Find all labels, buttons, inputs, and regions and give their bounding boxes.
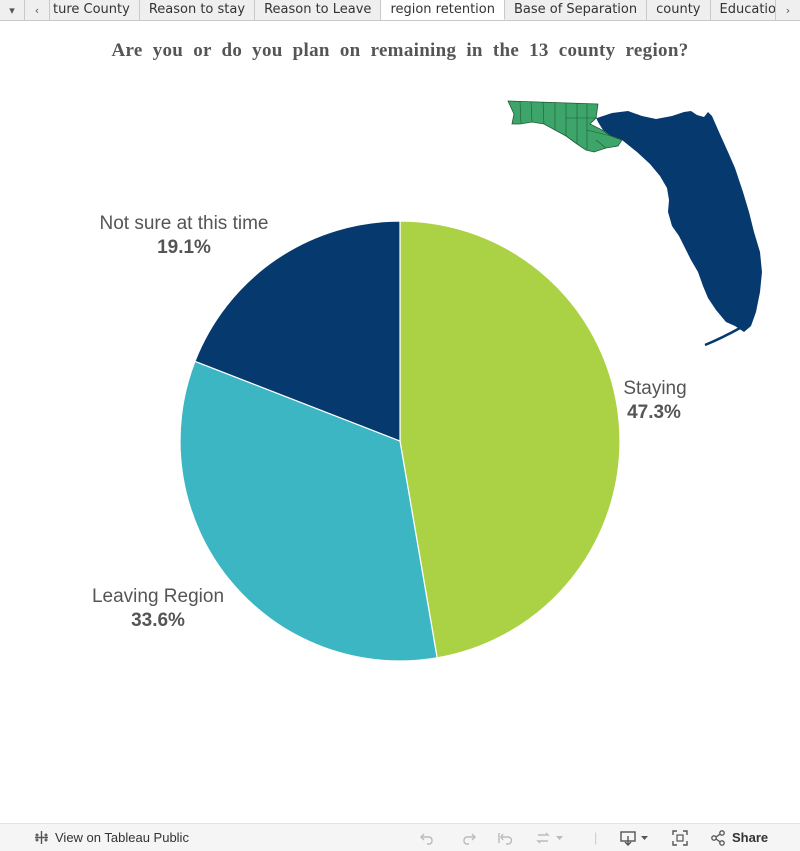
share-label: Share bbox=[732, 830, 768, 845]
redo-icon bbox=[460, 831, 476, 845]
revert-button[interactable] bbox=[498, 824, 514, 851]
undo-icon bbox=[420, 831, 436, 845]
refresh-button[interactable] bbox=[535, 824, 563, 851]
view-on-tableau-public-link[interactable]: View on Tableau Public bbox=[34, 824, 189, 851]
pie-chart: Staying 47.3% Leaving Region 33.6% Not s… bbox=[0, 0, 800, 820]
slice-label-name-leaving: Leaving Region bbox=[92, 586, 224, 607]
slice-label-value-leaving: 33.6% bbox=[131, 610, 185, 631]
redo-button[interactable] bbox=[460, 824, 476, 851]
view-on-tableau-public-label: View on Tableau Public bbox=[55, 830, 189, 845]
slice-label-staying: Staying 47.3% bbox=[623, 378, 686, 423]
slice-label-name-staying: Staying bbox=[623, 378, 686, 399]
pie-slice-staying[interactable] bbox=[400, 221, 620, 658]
slice-label-name-not-sure: Not sure at this time bbox=[100, 213, 269, 234]
pie-slices bbox=[180, 221, 620, 661]
share-button[interactable]: Share bbox=[710, 824, 768, 851]
slice-label-leaving: Leaving Region 33.6% bbox=[92, 586, 224, 631]
download-icon bbox=[620, 830, 650, 846]
slice-label-not-sure: Not sure at this time 19.1% bbox=[100, 213, 269, 258]
fullscreen-icon bbox=[672, 830, 688, 846]
tableau-toolbar: View on Tableau Public | Share bbox=[0, 823, 800, 851]
download-button[interactable] bbox=[620, 824, 650, 851]
tableau-icon bbox=[34, 830, 49, 845]
share-icon bbox=[710, 830, 726, 846]
revert-icon bbox=[498, 831, 514, 845]
toolbar-divider: | bbox=[594, 824, 597, 851]
slice-label-value-not-sure: 19.1% bbox=[157, 237, 211, 258]
fullscreen-button[interactable] bbox=[672, 824, 688, 851]
refresh-icon bbox=[535, 831, 563, 845]
slice-label-value-staying: 47.3% bbox=[627, 402, 681, 423]
undo-button[interactable] bbox=[420, 824, 436, 851]
